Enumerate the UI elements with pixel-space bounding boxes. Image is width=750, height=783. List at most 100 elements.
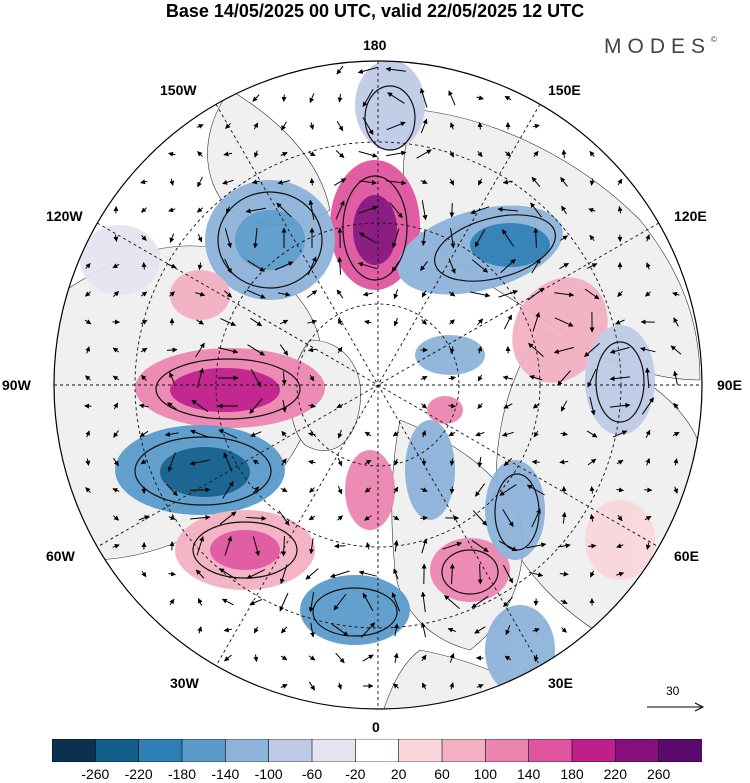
- wind-vector: [420, 261, 428, 271]
- wind-vector: [113, 457, 119, 467]
- wind-vector: [218, 347, 239, 354]
- wind-vector: [448, 431, 456, 437]
- wind-vector: [306, 290, 318, 298]
- wind-vector: [362, 654, 374, 662]
- wind-vector: [616, 571, 625, 577]
- wind-vector: [335, 200, 345, 220]
- wind-vector: [189, 487, 211, 493]
- wind-vector: [140, 291, 148, 297]
- wind-vector: [280, 487, 288, 493]
- wind-vector: [308, 403, 316, 409]
- wind-vector: [190, 429, 210, 438]
- wind-vector: [449, 202, 455, 218]
- wind-vector: [309, 178, 315, 186]
- wind-vector: [337, 256, 343, 275]
- wind-vector: [168, 515, 176, 520]
- wind-vector: [393, 568, 399, 580]
- wind-vector: [393, 623, 399, 637]
- wind-vector: [557, 543, 571, 549]
- wind-vector: [640, 346, 656, 353]
- wind-vector: [641, 397, 655, 415]
- wind-vector: [307, 319, 318, 325]
- wind-vector: [168, 207, 176, 213]
- wind-vector: [589, 396, 596, 416]
- wind-vector: [449, 150, 455, 158]
- wind-vector: [168, 571, 176, 577]
- wind-vector: [587, 368, 597, 388]
- wind-vector: [308, 431, 316, 437]
- contour-lines: [134, 85, 645, 637]
- wind-vector: [309, 374, 315, 382]
- wind-vector: [362, 592, 374, 611]
- wind-vector: [164, 431, 179, 437]
- wind-vector: [393, 540, 399, 552]
- wind-vector: [560, 235, 568, 241]
- wind-vector: [421, 200, 428, 221]
- wind-vector: [392, 515, 400, 521]
- wind-vector: [280, 152, 288, 157]
- contour-line: [155, 358, 301, 420]
- wind-vector: [141, 207, 147, 213]
- wind-vector: [586, 430, 598, 438]
- wind-vector: [197, 626, 203, 634]
- colorbar-swatch: [441, 739, 487, 762]
- wind-vector: [224, 654, 232, 662]
- anomaly-blob: [355, 61, 425, 150]
- wind-vector: [503, 596, 513, 608]
- wind-vector: [609, 346, 630, 354]
- wind-vector: [249, 398, 263, 414]
- colorbar-tick-label: 220: [603, 766, 628, 782]
- wind-vector: [392, 431, 400, 437]
- wind-vector: [387, 92, 405, 104]
- wind-vector: [223, 290, 233, 298]
- wind-vector: [281, 371, 287, 386]
- wind-vector: [219, 568, 237, 580]
- wind-vector: [645, 234, 651, 242]
- wind-vector: [189, 459, 210, 466]
- wind-vector: [590, 570, 595, 578]
- wind-vector: [470, 206, 490, 215]
- wind-vector: [528, 343, 544, 357]
- wind-vector: [250, 368, 262, 388]
- colorbar-tick-label: 60: [434, 766, 450, 782]
- wind-vector: [245, 207, 266, 214]
- wind-vector: [448, 375, 456, 381]
- copyright-mark: ©: [711, 35, 717, 44]
- wind-vector: [167, 402, 177, 410]
- wind-vector: [112, 375, 120, 381]
- wind-vector: [308, 347, 316, 353]
- anomaly-shading: [80, 61, 655, 695]
- wind-vector: [190, 514, 211, 520]
- wind-vector: [85, 487, 91, 493]
- wind-vector: [141, 374, 147, 382]
- wind-vector: [281, 458, 287, 466]
- wind-vector: [360, 622, 376, 638]
- wind-vector: [645, 262, 651, 270]
- modes-logo: MODES©: [604, 35, 717, 59]
- wind-vector: [141, 235, 147, 241]
- wind-vector: [337, 485, 343, 495]
- wind-vector: [113, 234, 119, 242]
- wind-vector: [530, 202, 542, 218]
- wind-vector: [308, 199, 315, 220]
- wind-vector: [589, 234, 595, 242]
- wind-vector: [589, 178, 595, 186]
- wind-vector: [337, 682, 343, 690]
- wind-vector: [560, 176, 568, 187]
- colorbar: [52, 739, 702, 762]
- wind-vectors: [84, 65, 682, 691]
- contour-line: [192, 521, 298, 579]
- wind-vector: [502, 375, 513, 381]
- wind-vector: [196, 207, 204, 213]
- wind-vector: [477, 403, 483, 409]
- wind-vector: [253, 150, 259, 158]
- wind-vector: [476, 95, 484, 101]
- wind-vector: [527, 287, 545, 301]
- wind-vector: [502, 509, 514, 528]
- wind-vector: [449, 122, 455, 130]
- wind-vector: [113, 430, 119, 438]
- wind-vector: [419, 88, 428, 108]
- wind-vector: [584, 343, 600, 357]
- colorbar-swatch: [485, 739, 530, 762]
- wind-vector: [391, 260, 401, 273]
